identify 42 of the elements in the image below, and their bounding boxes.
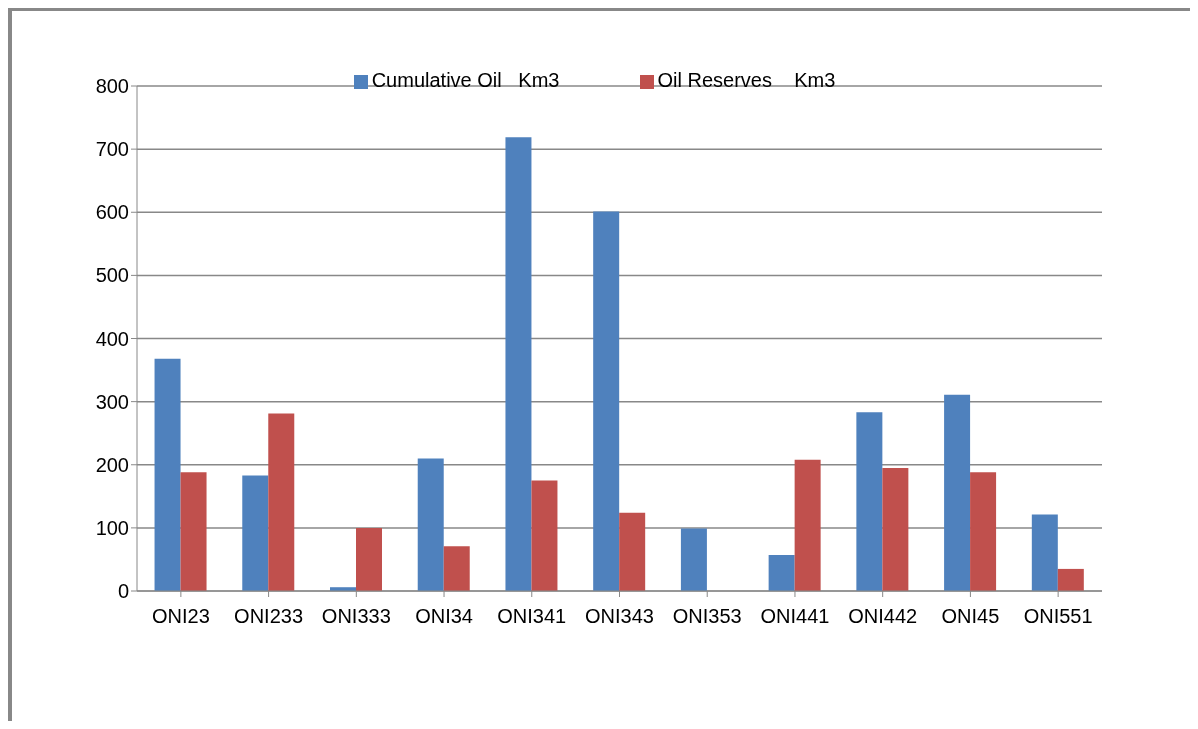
x-tick-label: ONI442 — [848, 605, 918, 628]
x-tick-label: ONI333 — [321, 605, 391, 628]
y-tick-label: 800 — [95, 75, 129, 98]
y-tick-label: 200 — [95, 453, 129, 476]
bar — [268, 413, 295, 591]
bar — [593, 211, 620, 591]
y-tick-label: 0 — [117, 580, 129, 603]
bar — [856, 412, 883, 591]
y-tick-label: 700 — [95, 138, 129, 161]
bar — [443, 546, 470, 591]
y-tick-label: 400 — [95, 327, 129, 350]
bar — [531, 480, 558, 591]
x-tick-label: ONI353 — [672, 605, 742, 628]
bar — [1031, 514, 1058, 591]
legend-label: Cumulative Oil Km3 — [371, 69, 560, 91]
bar — [768, 555, 795, 591]
bar — [154, 358, 181, 591]
x-tick-label: ONI341 — [497, 605, 567, 628]
x-tick-label: ONI23 — [151, 605, 210, 628]
y-tick-label: 100 — [95, 516, 129, 539]
bar — [417, 458, 444, 591]
bar — [619, 512, 646, 591]
bar — [882, 467, 909, 591]
bar — [794, 459, 821, 591]
x-tick-label: ONI45 — [941, 605, 1000, 628]
bar — [1057, 568, 1084, 591]
bar — [944, 394, 971, 591]
y-tick-label: 300 — [95, 390, 129, 413]
bar — [970, 472, 997, 591]
x-tick-label: ONI233 — [234, 605, 304, 628]
bar — [680, 528, 707, 591]
y-tick-label: 500 — [95, 264, 129, 287]
bar — [356, 527, 382, 591]
bar — [180, 472, 207, 591]
x-tick-label: ONI34 — [415, 605, 473, 628]
x-tick-label: ONI441 — [760, 605, 830, 628]
legend-label: Oil Reserves Km3 — [657, 69, 836, 91]
bar — [242, 475, 269, 591]
x-tick-label: ONI343 — [585, 605, 654, 628]
y-tick-label: 600 — [95, 201, 129, 224]
bar — [505, 137, 532, 591]
x-tick-label: ONI551 — [1023, 605, 1093, 628]
